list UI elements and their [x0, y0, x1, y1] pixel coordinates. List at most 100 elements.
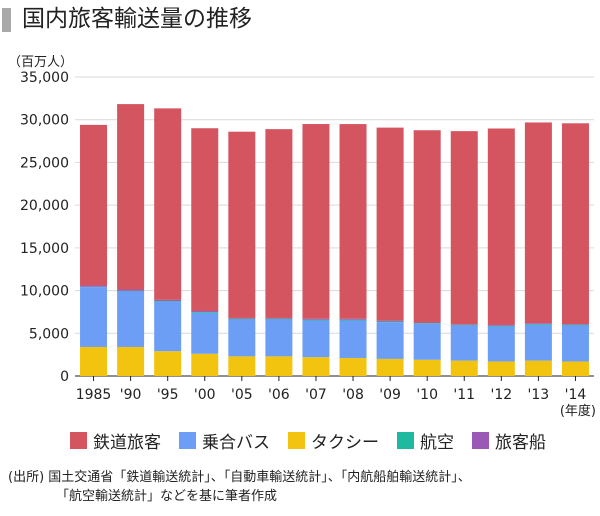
y-tick-label: 20,000	[20, 198, 69, 214]
bar-segment	[265, 318, 293, 320]
legend-label: タクシー	[311, 433, 379, 453]
x-tick-label: '12	[490, 387, 512, 403]
bar-segment	[413, 323, 441, 360]
bar-segment	[413, 322, 441, 324]
x-tick-label: '00	[194, 387, 216, 403]
bar-segment	[302, 319, 330, 321]
bar-segment	[265, 319, 293, 357]
x-tick-label: '08	[342, 387, 364, 403]
legend-item: タクシー	[288, 428, 379, 453]
bar-segment	[228, 131, 256, 318]
bar-segment	[228, 317, 256, 319]
bar-segment	[524, 122, 552, 324]
bar-segment	[80, 287, 108, 347]
bar-segment	[376, 127, 404, 321]
bar-segment	[413, 323, 441, 324]
bar-segment	[561, 123, 589, 325]
bar-segment	[154, 351, 182, 376]
bar-segment	[450, 360, 478, 376]
y-tick-label: 10,000	[20, 284, 69, 300]
legend-label: 航空	[420, 433, 454, 453]
bar-segment	[265, 317, 293, 319]
chart-title: 国内旅客輸送量の推移	[22, 6, 252, 32]
source-line-1: (出所) 国土交通省「鉄道輸送統計」、「自動車輸送統計」、「内航船舶輸送統計」、	[8, 470, 471, 485]
legend-label: 鉄道旅客	[93, 433, 161, 453]
bar-segment	[302, 124, 330, 319]
bar-segment	[117, 346, 145, 376]
x-unit-label: (年度)	[560, 403, 596, 419]
bar-segment	[154, 299, 182, 302]
x-tick-label: '05	[231, 387, 253, 403]
y-tick-label: 15,000	[20, 241, 69, 257]
bar-segment	[228, 356, 256, 376]
bar-segment	[191, 312, 219, 354]
bar-segment	[339, 358, 367, 376]
bar-segment	[302, 318, 330, 320]
bar-segment	[524, 324, 552, 361]
bar-segment	[561, 325, 589, 362]
bar-segment	[450, 325, 478, 361]
legend-swatch-air	[397, 432, 414, 449]
bar-segment	[339, 124, 367, 319]
bar-segment	[117, 104, 145, 290]
bar-segment	[154, 108, 182, 300]
legend-item: 乗合バス	[179, 428, 270, 453]
bar-segment	[524, 360, 552, 376]
bar-segment	[413, 130, 441, 323]
y-tick-label: 5,000	[29, 326, 69, 342]
bar-segment	[561, 361, 589, 376]
y-tick-label: 0	[60, 369, 69, 385]
bar-segment	[524, 323, 552, 324]
source-line-2: 「航空輸送統計」などを基に筆者作成	[56, 489, 278, 504]
bar-segment	[413, 359, 441, 376]
bar-segment	[191, 128, 219, 312]
bar-segment	[487, 324, 515, 326]
bar-segment	[228, 319, 256, 357]
bar-segment	[339, 318, 367, 320]
source-note: (出所) 国土交通省「鉄道輸送統計」、「自動車輸送統計」、「内航船舶輸送統計」、…	[8, 468, 471, 506]
bar-segment	[450, 324, 478, 326]
bar-segment	[80, 124, 108, 286]
bar-segment	[487, 326, 515, 362]
title-accent-bar	[2, 8, 11, 32]
x-tick-label: '14	[565, 387, 587, 403]
x-tick-label: '09	[379, 387, 401, 403]
bar-segment	[376, 322, 404, 359]
bar-segment	[117, 289, 145, 291]
bar-segment	[450, 324, 478, 325]
bar-segment	[561, 324, 589, 325]
x-tick-label: '06	[268, 387, 290, 403]
bar-segment	[80, 346, 108, 376]
bar-segment	[191, 353, 219, 376]
bar-segment	[450, 131, 478, 325]
bar-segment	[228, 318, 256, 320]
bar-segment	[487, 361, 515, 376]
legend-item: 航空	[397, 428, 454, 453]
y-tick-label: 25,000	[20, 155, 69, 171]
x-tick-label: '07	[305, 387, 327, 403]
bar-segment	[487, 128, 515, 325]
legend-swatch-taxi	[288, 432, 305, 449]
chart-legend: 鉄道旅客 乗合バス タクシー 航空 旅客船	[70, 428, 564, 453]
x-tick-label: 1985	[76, 387, 112, 403]
y-tick-label: 35,000	[20, 70, 69, 86]
x-tick-label: '11	[453, 387, 475, 403]
legend-item: 鉄道旅客	[70, 428, 161, 453]
bar-segment	[191, 311, 219, 313]
legend-label: 乗合バス	[202, 433, 270, 453]
bar-segment	[376, 320, 404, 322]
y-unit-label: （百万人）	[8, 55, 73, 70]
bar-segment	[154, 301, 182, 302]
legend-swatch-ship	[472, 432, 489, 449]
legend-item: 旅客船	[472, 428, 546, 453]
bar-segment	[487, 325, 515, 327]
bar-segment	[376, 358, 404, 376]
bar-segment	[191, 311, 219, 312]
bar-segment	[561, 324, 589, 326]
bar-segment	[524, 323, 552, 325]
bar-segment	[302, 357, 330, 376]
x-tick-label: '90	[120, 387, 142, 403]
bar-segment	[117, 291, 145, 347]
legend-label: 旅客船	[495, 433, 546, 453]
legend-swatch-railway	[70, 432, 87, 449]
